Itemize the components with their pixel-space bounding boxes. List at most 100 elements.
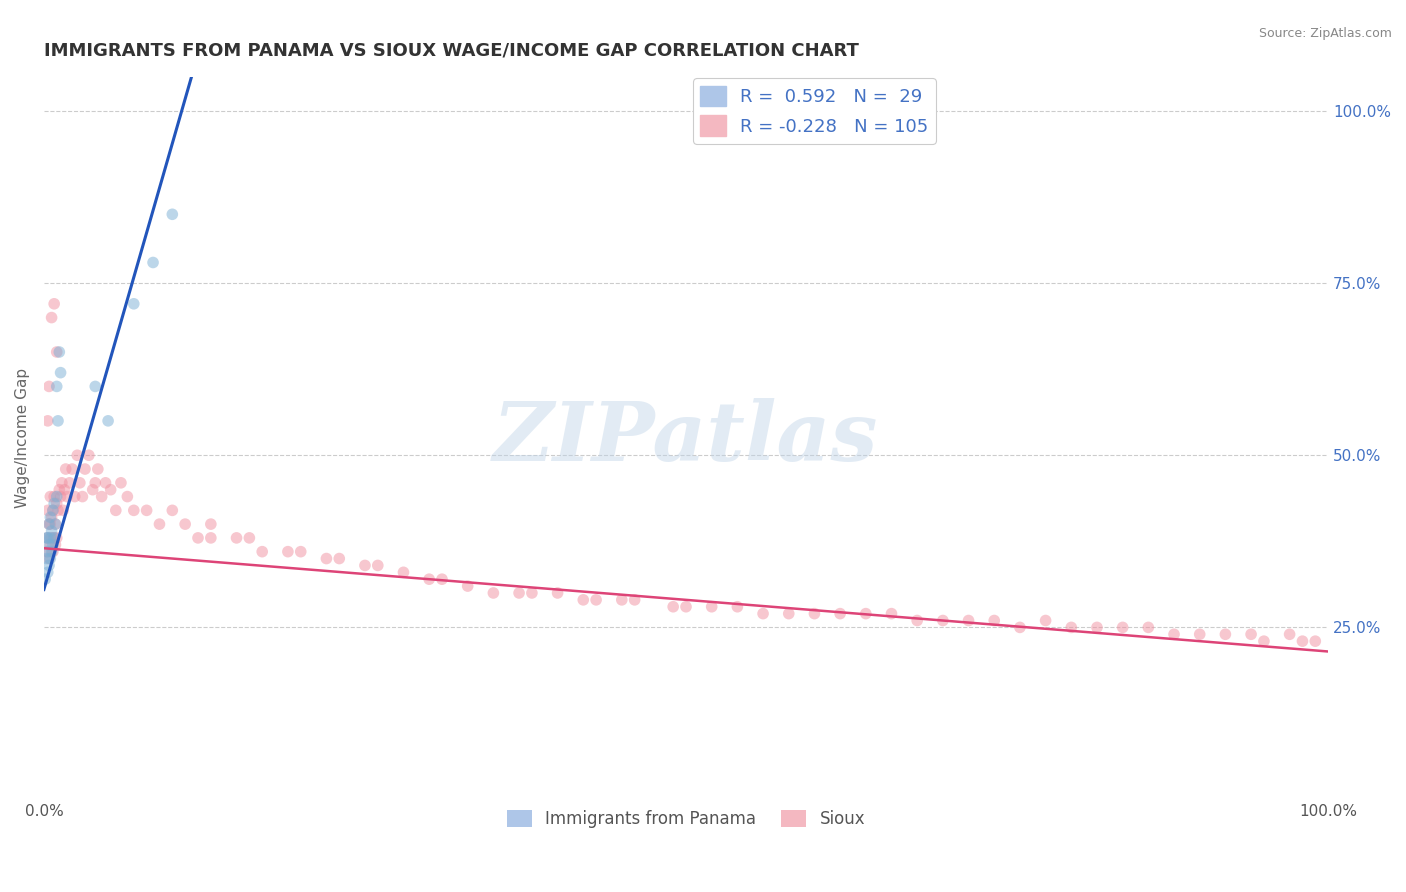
Point (41, 310, 63, 325)
Y-axis label: Wage/Income Gap: Wage/Income Gap (15, 368, 30, 508)
Point (238, 531, 260, 545)
Point (905, 614, 928, 628)
Point (37, 414, 59, 428)
Point (42, 503, 65, 517)
Point (41, 524, 63, 538)
Point (72, 490, 94, 504)
Text: IMMIGRANTS FROM PANAMA VS SIOUX WAGE/INCOME GAP CORRELATION CHART: IMMIGRANTS FROM PANAMA VS SIOUX WAGE/INC… (44, 42, 859, 60)
Point (45, 379, 67, 393)
Point (1253, 634, 1275, 648)
Point (1215, 627, 1237, 641)
Point (1240, 627, 1263, 641)
Point (200, 517, 222, 532)
Point (53, 483, 76, 497)
Point (35, 531, 58, 545)
Point (39, 510, 62, 524)
Point (1008, 620, 1031, 634)
Point (69, 475, 91, 490)
Point (277, 544, 299, 558)
Point (700, 599, 723, 614)
Point (142, 255, 165, 269)
Point (610, 592, 633, 607)
Point (623, 592, 645, 607)
Point (162, 503, 184, 517)
Point (45, 345, 67, 359)
Point (44, 531, 66, 545)
Point (38, 551, 60, 566)
Point (290, 544, 312, 558)
Point (830, 607, 852, 621)
Point (66, 448, 89, 462)
Point (37, 531, 59, 545)
Point (100, 483, 122, 497)
Point (49, 366, 72, 380)
Point (725, 599, 748, 614)
Point (84, 379, 107, 393)
Point (56, 490, 79, 504)
Point (1188, 627, 1211, 641)
Point (90, 490, 112, 504)
Point (1303, 634, 1326, 648)
Point (520, 586, 543, 600)
Point (44, 531, 66, 545)
Point (110, 475, 132, 490)
Point (73, 462, 96, 476)
Point (1035, 614, 1057, 628)
Point (1278, 627, 1301, 641)
Point (35, 551, 58, 566)
Point (44, 517, 66, 532)
Point (250, 544, 273, 558)
Point (675, 599, 697, 614)
Point (55, 462, 77, 476)
Point (38, 379, 60, 393)
Point (38, 517, 60, 532)
Point (392, 566, 415, 580)
Point (38, 517, 60, 532)
Point (225, 531, 247, 545)
Point (37, 544, 59, 558)
Point (46, 414, 69, 428)
Point (39, 551, 62, 566)
Point (44, 538, 66, 552)
Legend: Immigrants from Panama, Sioux: Immigrants from Panama, Sioux (501, 803, 872, 835)
Point (418, 572, 440, 586)
Point (52, 503, 75, 517)
Point (44, 496, 66, 510)
Point (162, 207, 184, 221)
Point (117, 490, 139, 504)
Point (1163, 627, 1185, 641)
Point (547, 586, 569, 600)
Point (39, 538, 62, 552)
Point (328, 551, 350, 566)
Point (41, 544, 63, 558)
Point (855, 607, 877, 621)
Point (354, 558, 377, 573)
Point (42, 503, 65, 517)
Point (37, 566, 59, 580)
Point (200, 531, 222, 545)
Point (94, 475, 117, 490)
Point (46, 503, 69, 517)
Point (315, 551, 337, 566)
Point (803, 607, 825, 621)
Point (41, 510, 63, 524)
Point (51, 475, 73, 490)
Point (45, 496, 67, 510)
Point (63, 490, 86, 504)
Point (35, 544, 58, 558)
Point (87, 462, 110, 476)
Point (148, 517, 170, 532)
Point (38, 558, 60, 573)
Point (41, 531, 63, 545)
Point (482, 586, 505, 600)
Point (34, 572, 56, 586)
Point (77, 448, 100, 462)
Point (104, 503, 127, 517)
Point (1060, 620, 1083, 634)
Point (45, 531, 67, 545)
Point (44, 297, 66, 311)
Point (45, 490, 67, 504)
Point (880, 607, 903, 621)
Point (37, 531, 59, 545)
Point (44, 490, 66, 504)
